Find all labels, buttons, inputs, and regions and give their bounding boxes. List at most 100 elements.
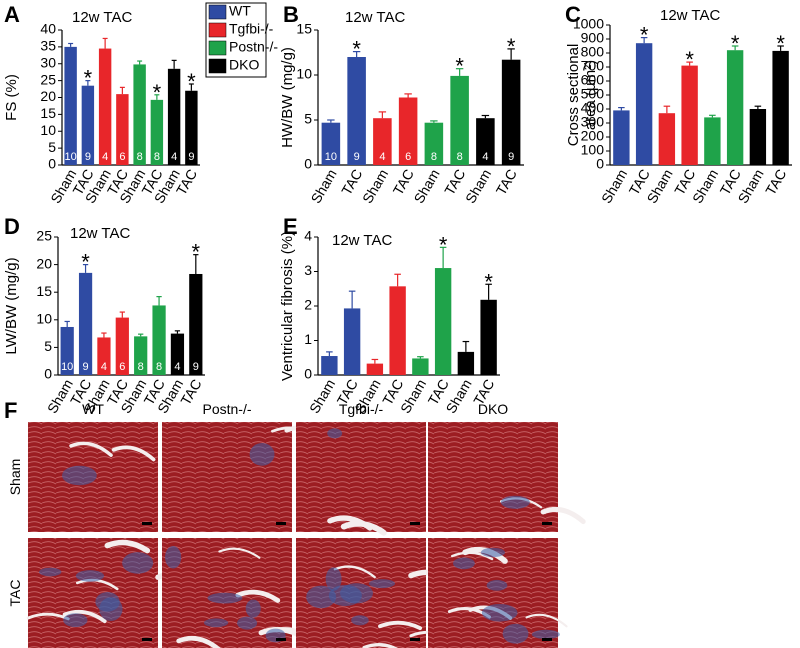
- bar: [501, 59, 521, 166]
- y-tick-label: 500: [581, 86, 605, 102]
- tissue-gap: [362, 642, 398, 648]
- fibrosis-patch: [481, 604, 518, 622]
- fibrosis-patch: [500, 495, 530, 509]
- bar-label: 8: [154, 151, 160, 163]
- tissue-gap: [235, 589, 281, 603]
- legend-label: WT: [229, 3, 251, 19]
- bar: [133, 64, 146, 165]
- bar: [476, 118, 495, 165]
- fibrosis-patch: [237, 616, 258, 630]
- bar-label: 6: [119, 361, 125, 373]
- bar-label: 9: [85, 151, 91, 163]
- significance-star: *: [187, 69, 196, 94]
- scale-bar: [410, 638, 420, 641]
- x-tick-label: Sham: [411, 166, 443, 206]
- bar: [366, 363, 384, 375]
- fibrosis-patch: [122, 552, 154, 574]
- tissue-gap: [104, 539, 151, 554]
- panel-label: C: [565, 2, 581, 27]
- bar-label: 10: [325, 151, 337, 163]
- bar: [613, 110, 630, 165]
- tissue-gap: [176, 635, 221, 648]
- row-label: TAC: [7, 580, 23, 607]
- bar-label: 4: [482, 151, 488, 163]
- y-tick-label: 10: [40, 122, 56, 138]
- significance-star: *: [153, 80, 162, 105]
- x-tick-label: Sham: [308, 166, 340, 206]
- bar: [681, 65, 698, 165]
- fibrosis-patch: [63, 613, 88, 628]
- panel-label: B: [283, 2, 299, 27]
- bar: [389, 286, 406, 375]
- fibrosis-patch: [203, 618, 229, 628]
- tissue-gap: [111, 445, 156, 462]
- legend-label: Tgfbi-/-: [229, 21, 274, 37]
- bar: [772, 50, 789, 165]
- scale-bar: [142, 638, 152, 641]
- column-label: DKO: [478, 401, 508, 417]
- fibrosis-patch: [502, 623, 529, 644]
- bar: [373, 118, 392, 165]
- row-label: Sham: [7, 459, 23, 496]
- bar: [321, 122, 341, 165]
- y-axis-label: LW/BW (mg/g): [3, 257, 20, 354]
- tissue-gap: [540, 506, 586, 525]
- tissue-gap: [525, 613, 568, 628]
- column-label: WT: [82, 401, 104, 417]
- y-tick-label: 200: [581, 128, 605, 144]
- x-tick-label: TAC: [177, 376, 204, 407]
- fibrosis-patch: [351, 615, 369, 626]
- significance-star: *: [84, 66, 93, 91]
- bar-label: 4: [102, 151, 108, 163]
- x-tick-label: TAC: [762, 166, 789, 197]
- bar: [321, 356, 338, 375]
- bar-label: 9: [188, 151, 194, 163]
- bar: [424, 122, 444, 165]
- legend-swatch: [208, 22, 227, 38]
- panel-label: F: [4, 398, 17, 423]
- bar: [635, 43, 653, 166]
- tissue-gap: [333, 565, 376, 579]
- chart-title: 12w TAC: [345, 9, 405, 26]
- bar-label: 9: [193, 361, 199, 373]
- fibrosis-patch: [531, 629, 560, 639]
- bar-label: 10: [65, 151, 77, 163]
- bar-label: 4: [171, 151, 177, 163]
- bar: [97, 337, 111, 375]
- bar: [749, 109, 767, 165]
- y-tick-label: 100: [581, 142, 605, 158]
- y-tick-label: 0: [304, 366, 312, 382]
- panel-label: E: [283, 214, 298, 239]
- fibrosis-patch: [325, 567, 342, 591]
- bar: [64, 46, 77, 165]
- tissue-gap: [69, 441, 113, 457]
- bar-label: 4: [101, 361, 107, 373]
- legend-label: Postn-/-: [229, 39, 278, 55]
- significance-star: *: [352, 37, 361, 62]
- y-tick-label: 0: [44, 366, 52, 382]
- x-tick-label: TAC: [493, 166, 520, 197]
- tissue-gap: [218, 547, 261, 559]
- y-tick-label: 800: [581, 44, 605, 60]
- fibrosis-patch: [207, 592, 243, 604]
- y-tick-label: 10: [296, 66, 312, 82]
- bar: [60, 326, 74, 375]
- y-tick-label: 5: [44, 338, 52, 354]
- y-tick-label: 0: [304, 156, 312, 172]
- y-tick-label: 2: [304, 297, 312, 313]
- scale-bar: [142, 522, 152, 525]
- column-label: Tgfbi-/-: [339, 401, 384, 417]
- y-tick-label: 600: [581, 72, 605, 88]
- significance-star: *: [192, 240, 201, 265]
- histology-image: [296, 422, 426, 532]
- fibrosis-patch: [327, 428, 343, 439]
- bar: [134, 336, 148, 375]
- y-tick-label: 20: [36, 255, 52, 271]
- fibrosis-patch: [75, 570, 105, 582]
- significance-star: *: [640, 23, 649, 48]
- fibrosis-patch: [453, 557, 475, 570]
- scale-bar: [276, 522, 286, 525]
- y-tick-label: 0: [596, 156, 604, 172]
- y-axis-label: HW/BW (mg/g): [279, 47, 296, 148]
